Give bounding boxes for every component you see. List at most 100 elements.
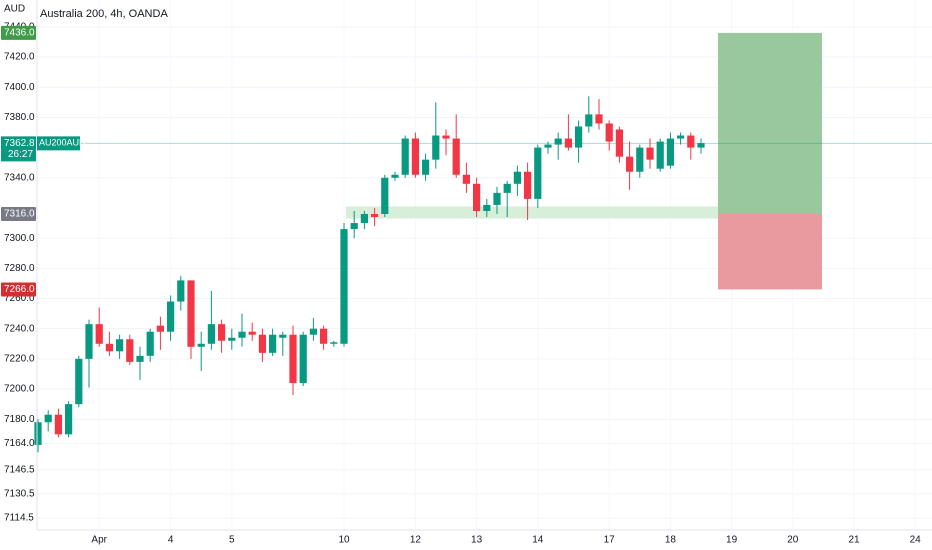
candle-body: [432, 135, 440, 160]
candle-body: [44, 414, 52, 423]
x-tick-label: 4: [168, 535, 174, 546]
candle-body: [228, 337, 236, 341]
candle-body: [687, 135, 695, 148]
support-zone: [346, 206, 718, 219]
x-tick-label: 17: [604, 535, 616, 546]
stop-price-tag-box: [1, 282, 36, 297]
candle-body: [677, 135, 685, 139]
x-tick-label: 13: [471, 535, 483, 546]
last-price-label: 7362.8: [4, 138, 35, 149]
x-tick-label: 19: [726, 535, 738, 546]
candle-body: [116, 339, 124, 352]
candle-body: [544, 144, 552, 148]
candle-body: [524, 171, 532, 199]
y-tick-label: 7260.0: [4, 293, 35, 304]
y-tick-label: 7240.0: [4, 323, 35, 334]
candle-body: [105, 343, 113, 352]
candle-body: [371, 213, 379, 218]
y-tick-label: 7220.0: [4, 354, 35, 365]
y-tick-label: 7340.0: [4, 172, 35, 183]
candle-body: [269, 334, 277, 353]
candle-body: [238, 331, 246, 338]
candle-body: [595, 114, 603, 124]
candle-body: [85, 324, 93, 359]
candle-body: [381, 177, 389, 214]
candle-body: [207, 324, 215, 344]
candle-body: [697, 143, 705, 148]
y-tick-label: 7146.5: [4, 464, 35, 475]
entry-price-tag: 7316.0: [4, 209, 35, 220]
candle-body: [248, 331, 256, 335]
stop-price-tag: 7266.0: [4, 284, 35, 295]
candle-body: [493, 192, 501, 205]
candle-body: [54, 414, 62, 435]
candle-body: [340, 229, 348, 344]
x-tick-label: 18: [665, 535, 677, 546]
candle-body: [218, 324, 226, 341]
currency-label: AUD: [4, 4, 25, 15]
y-tick-label: 7420.0: [4, 52, 35, 63]
candle-body: [126, 339, 134, 362]
y-tick-label: 7164.0: [4, 438, 35, 449]
x-tick-label: Apr: [91, 535, 107, 546]
candle-body: [177, 280, 185, 302]
candle-body: [411, 138, 419, 175]
candle-body: [605, 123, 613, 142]
candle-body: [65, 404, 73, 435]
candle-body: [656, 141, 664, 169]
candle-body: [462, 174, 470, 184]
candle-body: [95, 324, 103, 344]
candle-body: [360, 213, 368, 224]
candle-body: [391, 174, 399, 178]
candle-body: [483, 204, 491, 211]
y-tick-label: 7130.5: [4, 489, 35, 500]
candle-body: [156, 325, 164, 332]
y-tick-label: 7400.0: [4, 82, 35, 93]
candle-body: [330, 342, 338, 344]
x-tick-label: 5: [229, 535, 235, 546]
candle-body: [187, 280, 195, 347]
chart-title: Australia 200, 4h, OANDA: [40, 8, 168, 20]
candle-body: [615, 129, 623, 157]
y-tick-label: 7380.0: [4, 112, 35, 123]
candle-body: [646, 147, 654, 160]
x-tick-label: 12: [410, 535, 422, 546]
candle-body: [513, 171, 521, 184]
candle-body: [320, 328, 328, 344]
candle-body: [564, 138, 572, 148]
candle-body: [299, 334, 307, 384]
symbol-label: AU200AUD: [39, 138, 86, 148]
candle-body: [289, 334, 297, 384]
target-price-tag: 7436.0: [4, 28, 35, 39]
candle-body: [75, 358, 83, 405]
symbol-box: [37, 136, 80, 151]
candle-body: [401, 138, 409, 175]
x-tick-label: 10: [338, 535, 350, 546]
last-price-box: [1, 136, 36, 162]
candle-body: [666, 138, 674, 166]
candle-body: [575, 126, 583, 148]
candle-body: [350, 223, 358, 230]
x-tick-label: 24: [910, 535, 922, 546]
candle-body: [636, 147, 644, 172]
entry-price-tag-box: [1, 206, 36, 221]
y-tick-label: 7200.0: [4, 384, 35, 395]
candle-body: [503, 183, 511, 193]
loss-zone: [718, 213, 822, 290]
candle-body: [452, 138, 460, 175]
target-price-tag-box: [1, 25, 36, 40]
candle-body: [136, 355, 144, 362]
candle-body: [442, 135, 450, 139]
x-tick-label: 14: [532, 535, 544, 546]
x-tick-label: 20: [787, 535, 799, 546]
x-tick-label: 21: [848, 535, 860, 546]
candle-body: [34, 422, 42, 445]
candle-body: [146, 331, 154, 356]
candle-body: [422, 159, 430, 175]
candle-body: [626, 156, 634, 172]
countdown-label: 26:27: [8, 149, 33, 160]
candle-body: [585, 114, 593, 127]
candle-body: [309, 328, 317, 335]
profit-zone: [718, 32, 822, 214]
